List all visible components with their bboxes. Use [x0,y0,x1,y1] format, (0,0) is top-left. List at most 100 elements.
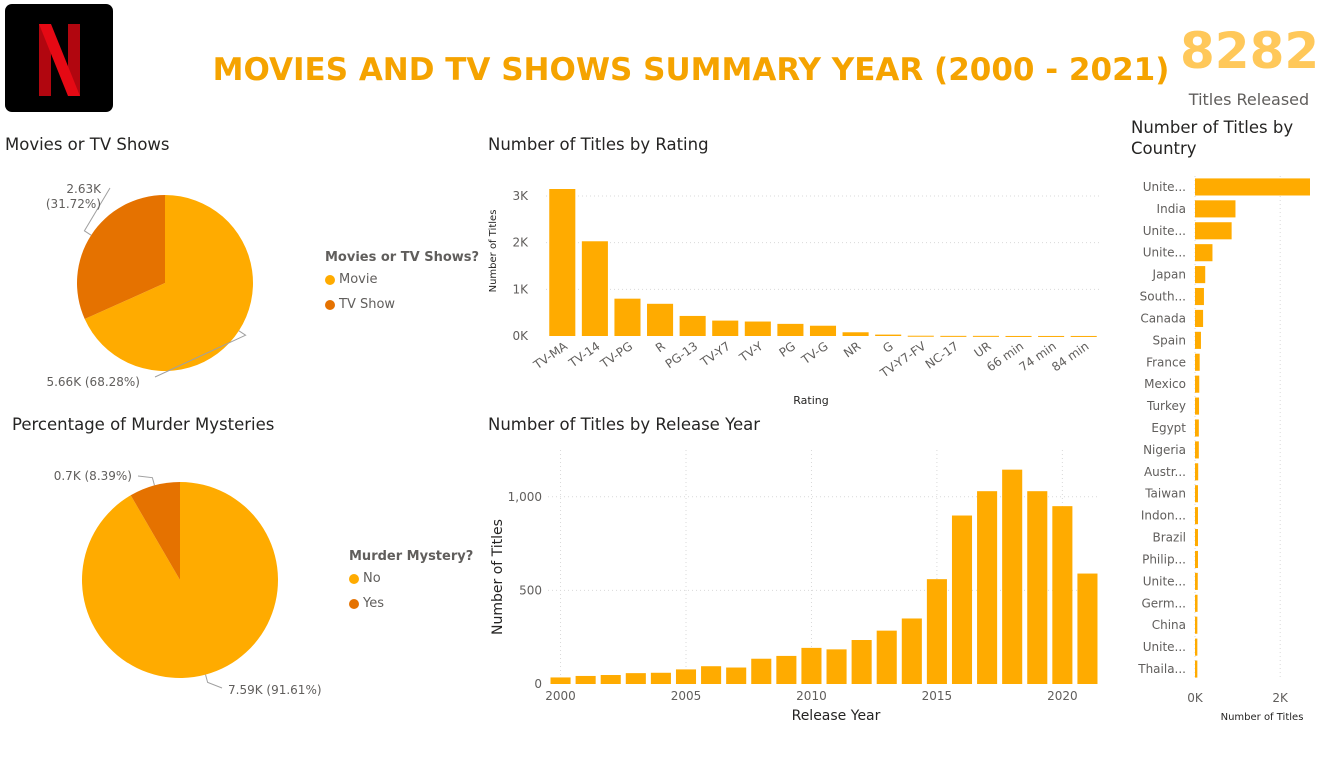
bar [625,673,646,684]
bar [1195,660,1198,678]
bar [575,675,596,684]
bar [826,649,847,684]
x-tick-label: 84 min [1049,339,1091,374]
y-tick-label: 1,000 [508,490,542,504]
legend-item-no[interactable]: No [349,571,473,586]
bar [940,335,967,337]
bar [907,335,934,337]
x-tick-label: 2005 [671,689,702,703]
y-tick-label: Turkey [1146,399,1186,413]
pie-slice-movie [84,195,253,371]
y-tick-label: China [1152,618,1186,632]
y-tick-label: 1K [512,282,529,296]
y-tick-label: Austr... [1144,465,1186,479]
y-tick-label: France [1146,355,1186,369]
y-tick-label: Unite... [1143,640,1186,654]
x-tick-label: 2010 [796,689,827,703]
rating-chart-title: Number of Titles by Rating [488,135,709,154]
y-tick-label: Indon... [1141,509,1186,523]
bar [1195,331,1201,349]
bar [1027,491,1048,684]
x-tick-label: 2K [1272,691,1289,705]
country-chart-title: Number of Titles by Country [1131,118,1294,158]
bar [679,315,706,336]
type-pie-legend: Movies or TV Shows? Movie TV Show [325,250,479,312]
bar [751,658,772,684]
x-axis-label: Rating [793,394,828,407]
legend-title: Movies or TV Shows? [325,250,480,265]
legend-item-tv-show[interactable]: TV Show [325,297,479,312]
x-tick-label: R [653,339,668,355]
x-tick-label: 2015 [922,689,953,703]
bar [650,672,671,684]
bar [1195,485,1198,503]
bar [1195,222,1232,240]
bar [842,332,869,336]
legend-dot-icon [325,299,335,310]
bar [1195,594,1198,612]
bar [1195,419,1199,437]
bar [1005,335,1032,337]
kpi-label: Titles Released [1188,90,1310,109]
bar [1195,244,1213,262]
y-tick-label: Egypt [1151,421,1186,435]
y-axis-label: Number of Titles [488,210,499,293]
bar [647,303,674,336]
leader-line [137,475,155,486]
bar [1195,309,1204,327]
x-tick-label: PG [777,339,799,360]
x-tick-label: TV-14 [566,339,603,371]
leader-line [205,674,223,689]
bar [1038,335,1065,337]
y-tick-label: Taiwan [1144,487,1186,501]
y-tick-label: India [1157,202,1186,216]
x-tick-label: TV-Y [736,339,766,366]
bar [1195,616,1198,634]
x-axis-label: Release Year [792,708,881,724]
bar [1195,572,1198,590]
legend-item-yes[interactable]: Yes [349,596,473,611]
country-bar-chart: 0K 2K Unite... India Unite... Unite... Japan So… [1137,176,1310,723]
leader-line [154,330,247,378]
x-tick-label: TV-PG [597,339,635,372]
bar [951,515,973,684]
kpi-value: 8282 [1180,22,1320,80]
bar [1070,335,1097,337]
y-tick-label: Thaila... [1137,662,1186,676]
page-title: MOVIES AND TV SHOWS SUMMARY YEAR (2000 -… [212,52,1170,88]
bar [1195,550,1198,569]
year-bar-chart: 0 500 1,000 2000 2005 2010 2015 2020 Release Yea… [490,450,1100,724]
legend-label: No [363,571,381,586]
murder-pie-title: Percentage of Murder Mysteries [12,415,275,434]
pie-slice-yes [130,482,180,580]
x-tick-label: 2020 [1047,689,1078,703]
x-tick-label: 2000 [545,689,576,703]
x-tick-label: TV-G [798,339,831,368]
y-tick-label: Unite... [1143,246,1186,260]
y-tick-label: Philip... [1142,552,1186,566]
x-tick-label: G [880,339,896,356]
bar [972,335,999,337]
bar [581,241,608,336]
legend-item-movie[interactable]: Movie [325,272,479,287]
data-label: 2.63K [66,182,102,196]
bar [1002,469,1023,684]
murder-pie-legend: Murder Mystery? No Yes [349,549,473,611]
bar [600,675,621,684]
y-tick-label: 0 [534,677,542,691]
murder-pie-chart: 7.59K (91.61%) 0.7K (8.39%) [54,469,322,697]
bar [977,491,998,684]
bar [1195,529,1198,547]
netflix-n-icon [39,24,80,96]
bar [744,321,771,336]
bar [614,298,641,336]
y-tick-label: Unite... [1143,180,1186,194]
bar [1195,441,1199,459]
x-tick-label: NR [841,339,863,360]
x-tick-label: 0K [1187,691,1204,705]
bar [675,669,697,684]
y-tick-label: 0K [512,329,529,343]
year-chart-title: Number of Titles by Release Year [488,415,761,434]
y-tick-label: 500 [519,583,542,597]
